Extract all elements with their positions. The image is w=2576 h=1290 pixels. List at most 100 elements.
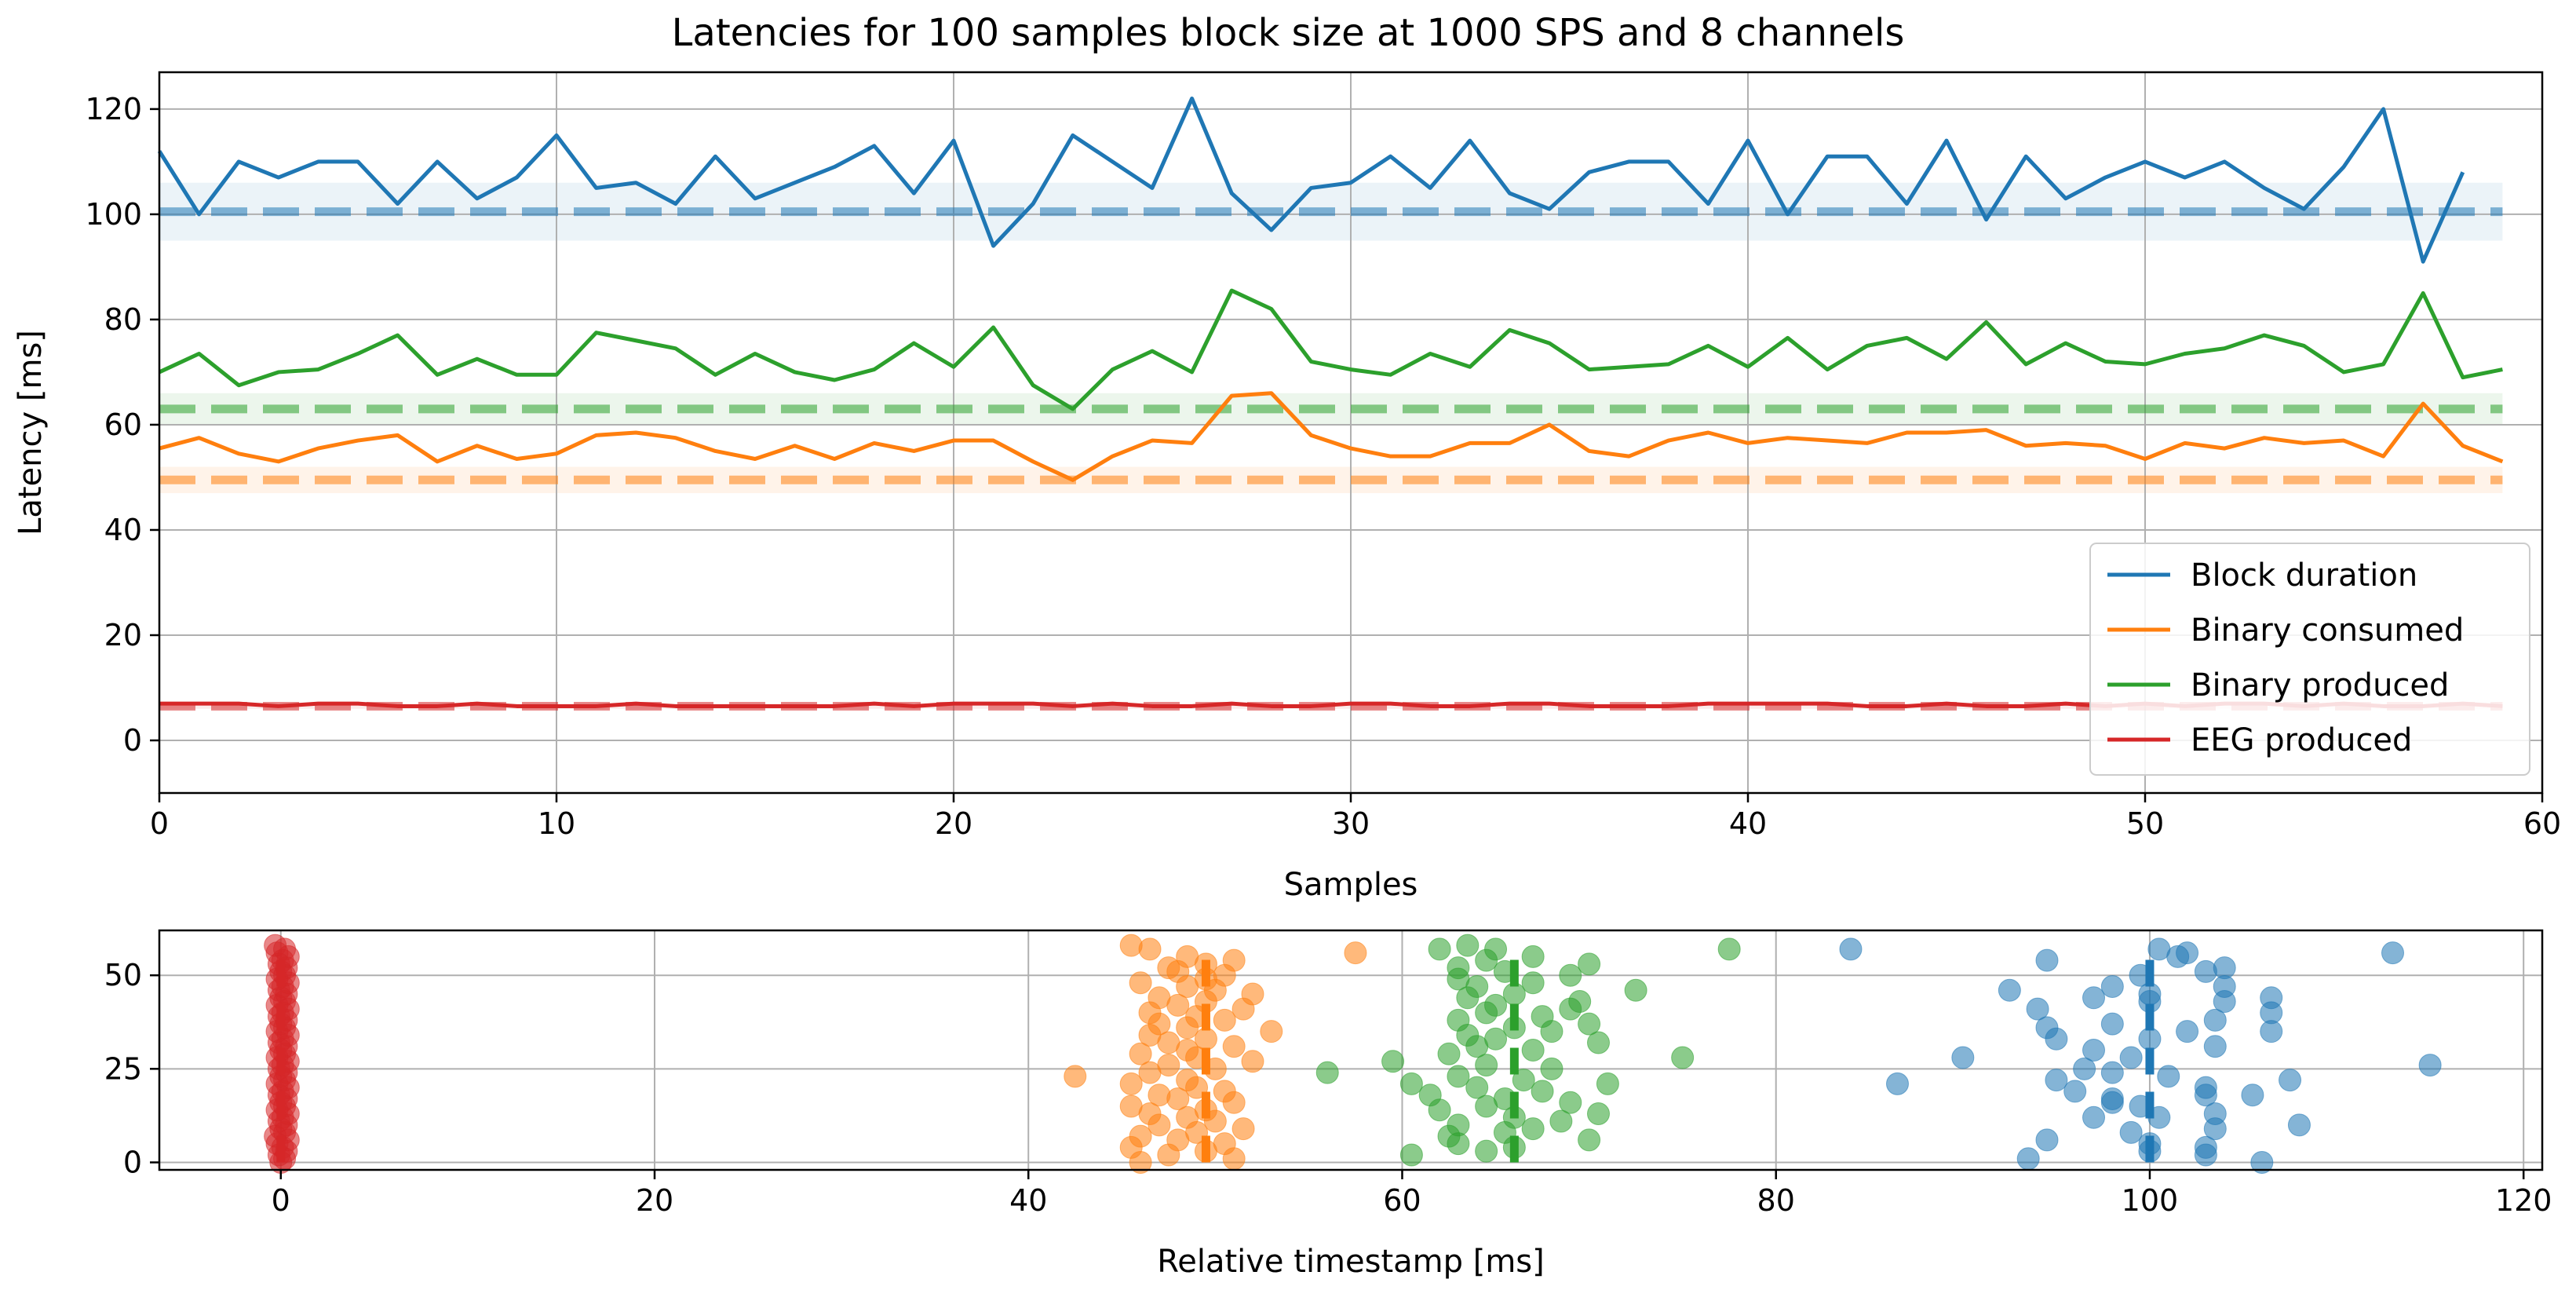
- point-binary-consumed: [1213, 1132, 1236, 1156]
- point-block-duration: [2082, 986, 2106, 1010]
- y-tick-label: 100: [85, 197, 142, 232]
- top-x-axis-label: Samples: [1284, 867, 1418, 903]
- point-binary-produced: [1437, 1042, 1461, 1065]
- point-binary-consumed: [1194, 1027, 1217, 1051]
- point-binary-produced: [1521, 1039, 1545, 1062]
- point-block-duration: [2100, 1012, 2124, 1036]
- y-tick-label: 50: [104, 958, 142, 992]
- point-binary-consumed: [1176, 1069, 1199, 1092]
- point-block-duration: [2176, 941, 2199, 965]
- y-tick-label: 0: [123, 1145, 142, 1179]
- point-binary-produced: [1484, 993, 1508, 1017]
- x-tick-label: 60: [1383, 1183, 1421, 1218]
- point-binary-produced: [1717, 937, 1741, 961]
- point-block-duration: [2119, 1046, 2143, 1069]
- point-binary-consumed: [1119, 934, 1143, 957]
- point-block-duration: [1839, 937, 1863, 961]
- point-binary-consumed: [1241, 982, 1264, 1006]
- point-binary-consumed: [1119, 1094, 1143, 1118]
- point-eeg-produced: [264, 934, 287, 957]
- point-block-duration: [2016, 1147, 2040, 1171]
- point-binary-produced: [1671, 1046, 1695, 1069]
- series-line-block-duration: [157, 97, 2465, 264]
- top-line-chart: 0 10 20 30 40 50 60 0 20 40 60 80 100 120 Samples La…: [13, 71, 2561, 903]
- point-binary-produced: [1475, 1054, 1498, 1077]
- legend-label-block-duration: Block duration: [2191, 557, 2417, 594]
- point-binary-consumed: [1138, 937, 1162, 961]
- point-binary-consumed: [1148, 986, 1171, 1010]
- point-binary-consumed: [1157, 1054, 1180, 1077]
- y-tick-label: 40: [104, 513, 142, 547]
- point-block-duration: [2176, 1020, 2199, 1043]
- x-tick-label: 60: [2523, 806, 2561, 841]
- point-binary-consumed: [1213, 1080, 1236, 1103]
- mean-markers: [276, 948, 2155, 1163]
- point-binary-produced: [1484, 1027, 1508, 1051]
- x-tick-label: 20: [935, 806, 972, 841]
- x-tick-label: 0: [272, 1183, 290, 1218]
- bottom-scatter-chart: 0 20 40 60 80 100 120 0 25 50 Relative timestamp…: [104, 929, 2552, 1280]
- point-block-duration: [1885, 1072, 1909, 1095]
- point-block-duration: [2203, 1008, 2227, 1032]
- point-block-duration: [2418, 1054, 2442, 1077]
- legend-box: [2089, 543, 2530, 776]
- point-binary-consumed: [1157, 956, 1180, 980]
- point-binary-consumed: [1129, 1124, 1152, 1148]
- point-block-duration: [2119, 1120, 2143, 1144]
- point-binary-produced: [1456, 934, 1480, 957]
- x-tick-label: 50: [2126, 806, 2164, 841]
- point-block-duration: [2194, 959, 2217, 983]
- point-block-duration: [2147, 937, 2171, 961]
- bottom-x-axis-label: Relative timestamp [ms]: [1157, 1244, 1545, 1280]
- point-binary-produced: [1578, 1128, 1601, 1152]
- point-binary-produced: [1399, 1072, 1423, 1095]
- point-binary-produced: [1568, 990, 1592, 1014]
- point-block-duration: [2203, 1117, 2227, 1141]
- point-block-duration: [2279, 1069, 2302, 1092]
- point-binary-produced: [1521, 1117, 1545, 1141]
- point-binary-produced: [1624, 978, 1647, 1002]
- x-tick-label: 10: [538, 806, 575, 841]
- point-block-duration: [2063, 1080, 2087, 1103]
- point-binary-produced: [1549, 1109, 1573, 1133]
- point-block-duration: [2250, 1150, 2274, 1174]
- point-block-duration: [2100, 974, 2124, 998]
- point-block-duration: [2138, 1027, 2162, 1051]
- point-binary-consumed: [1119, 1072, 1143, 1095]
- point-binary-produced: [1315, 1061, 1339, 1084]
- point-binary-produced: [1559, 1091, 1582, 1114]
- point-binary-consumed: [1344, 941, 1367, 965]
- point-binary-produced: [1447, 1008, 1470, 1032]
- x-tick-label: 40: [1729, 806, 1767, 841]
- point-binary-produced: [1578, 1012, 1601, 1036]
- point-binary-produced: [1465, 1076, 1489, 1099]
- point-block-duration: [2082, 1039, 2106, 1062]
- y-tick-label: 80: [104, 302, 142, 337]
- point-binary-produced: [1475, 1139, 1498, 1163]
- point-binary-produced: [1447, 1065, 1470, 1088]
- point-binary-produced: [1418, 1084, 1442, 1107]
- legend-label-binary-produced: Binary produced: [2191, 667, 2449, 703]
- point-block-duration: [2287, 1113, 2311, 1137]
- point-block-duration: [2035, 948, 2059, 972]
- x-tick-label: 80: [1757, 1183, 1795, 1218]
- point-block-duration: [2045, 1069, 2068, 1092]
- point-binary-produced: [1596, 1072, 1619, 1095]
- point-binary-produced: [1578, 952, 1601, 976]
- bottom-y-ticks: 0 25 50: [104, 958, 159, 1179]
- bottom-axes-frame: [158, 929, 2544, 1171]
- x-tick-label: 40: [1009, 1183, 1047, 1218]
- point-binary-consumed: [1222, 1035, 1246, 1058]
- x-tick-label: 0: [150, 806, 169, 841]
- point-binary-produced: [1447, 956, 1470, 980]
- bottom-x-ticks: 0 20 40 60 80 100 120: [272, 1170, 2552, 1218]
- point-block-duration: [2381, 941, 2405, 965]
- series-line-binary-produced: [158, 288, 2503, 411]
- point-binary-produced: [1587, 1102, 1611, 1126]
- point-binary-consumed: [1064, 1065, 1087, 1088]
- y-tick-label: 25: [104, 1051, 142, 1086]
- point-block-duration: [2100, 1091, 2124, 1114]
- point-binary-produced: [1521, 945, 1545, 968]
- point-block-duration: [1998, 978, 2021, 1002]
